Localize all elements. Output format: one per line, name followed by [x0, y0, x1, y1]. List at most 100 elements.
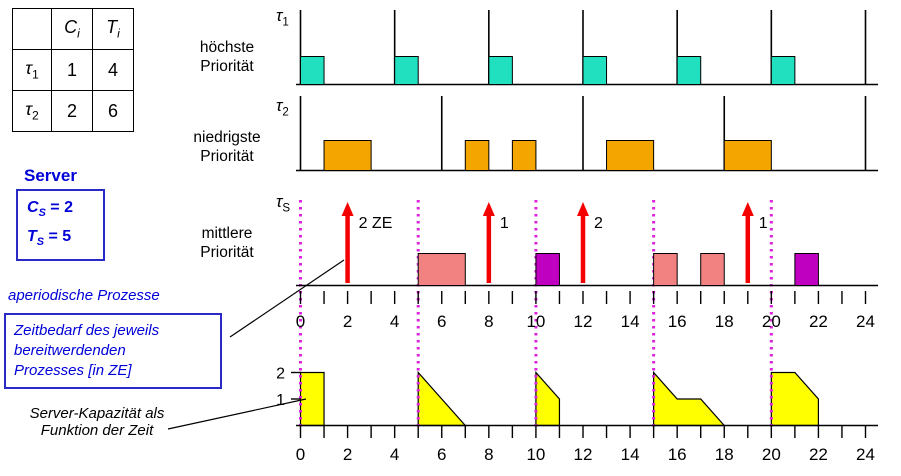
- exec-block-server: [794, 253, 819, 286]
- priority-server-line1: mittlere: [201, 225, 253, 242]
- upper-axis-label: 4: [390, 312, 399, 331]
- capacity-caption-line2: Funktion der Zeit: [40, 422, 154, 439]
- upper-axis-label: 18: [715, 312, 734, 331]
- exec-block-tau1: [770, 56, 796, 85]
- tau2-c-value: 2: [51, 90, 93, 132]
- aperiodic-processes-label: aperiodische Prozesse: [8, 287, 160, 304]
- exec-block-tau1: [300, 56, 325, 85]
- priority-label-server: mittlere Priorität: [186, 224, 268, 262]
- server-period-line: TS = 5: [27, 225, 103, 254]
- pointer-line-kapazitaet: [167, 398, 307, 430]
- lower-axis-label: 14: [621, 445, 640, 464]
- upper-axis-label: 14: [621, 312, 640, 331]
- lower-axis-label: 18: [715, 445, 734, 464]
- arrival-label: 2: [594, 215, 603, 232]
- tau-symbol: τ: [25, 58, 32, 79]
- row-label-tau2: τ2: [276, 96, 289, 118]
- tau-symbol: τ: [276, 192, 283, 211]
- arrival-label: 2 ZE: [359, 215, 393, 232]
- zeitbedarf-annotation-box: Zeitbedarf des jeweils bereitwerdenden P…: [4, 313, 222, 389]
- zeitbedarf-line2: bereitwerdenden: [14, 342, 126, 359]
- row-label-server: τS: [276, 192, 290, 214]
- zeitbedarf-line1: Zeitbedarf des jeweils: [14, 322, 160, 339]
- tau-symbol: τ: [276, 6, 283, 25]
- c-subscript: i: [77, 26, 80, 41]
- upper-axis-label: 24: [856, 312, 875, 331]
- tau1-c-value: 1: [51, 49, 93, 91]
- tau-subscript: 1: [282, 16, 289, 29]
- exec-block-tau1: [394, 56, 419, 85]
- priority-tau2-line2: Priorität: [200, 148, 254, 165]
- exec-block-tau1: [676, 56, 702, 85]
- arrival-label: 1: [759, 215, 768, 232]
- lower-axis-label: 16: [668, 445, 687, 464]
- cs-symbol: C: [27, 199, 39, 216]
- c-symbol: C: [64, 17, 78, 38]
- exec-block-tau1: [488, 56, 513, 85]
- lower-axis-label: 4: [390, 445, 399, 464]
- lower-axis-label: 6: [437, 445, 446, 464]
- exec-block-tau2: [323, 140, 372, 171]
- cs-value: = 2: [45, 199, 73, 216]
- lower-axis-label: 2: [343, 445, 352, 464]
- priority-label-tau2: niedrigste Priorität: [186, 128, 268, 166]
- zeitbedarf-line3: Prozesses [in ZE]: [14, 362, 132, 379]
- capacity-ylabel: 2: [276, 366, 285, 383]
- upper-axis-label: 10: [526, 312, 545, 331]
- exec-block-tau2: [723, 140, 772, 171]
- upper-axis-label: 8: [484, 312, 493, 331]
- table-row: τ1 1 4: [12, 49, 134, 91]
- tau-symbol: τ: [25, 99, 32, 120]
- capacity-shape: [770, 371, 820, 427]
- capacity-ylabel: 1: [276, 392, 285, 409]
- tau-subscript: S: [282, 202, 291, 215]
- lower-axis-label: 12: [574, 445, 593, 464]
- cs-subscript: S: [38, 207, 46, 220]
- capacity-shape: [417, 370, 467, 427]
- exec-block-tau2: [511, 140, 537, 171]
- capacity-shape: [535, 370, 561, 427]
- task-parameter-table: Ci Ti τ1 1 4 τ2 2 6: [12, 8, 134, 132]
- lower-axis-label: 24: [856, 445, 875, 464]
- arrival-arrow-head: [577, 202, 589, 216]
- t-subscript: i: [117, 26, 120, 41]
- lower-axis-label: 0: [296, 445, 305, 464]
- ts-value: = 5: [44, 228, 72, 246]
- priority-server-line2: Priorität: [200, 244, 254, 261]
- priority-tau1-line2: Priorität: [200, 58, 254, 75]
- tau-subscript: 1: [31, 67, 39, 82]
- exec-block-server: [653, 253, 678, 286]
- lower-axis-label: 10: [526, 445, 545, 464]
- table-row: τ2 2 6: [12, 90, 134, 132]
- t-symbol: T: [106, 17, 118, 38]
- arrival-arrow-head: [741, 202, 754, 216]
- tau-subscript: 2: [282, 106, 289, 119]
- tau2-t-value: 6: [92, 90, 134, 132]
- server-capacity-line: CS = 2: [27, 196, 103, 225]
- arrival-arrow-head: [341, 202, 354, 216]
- lower-axis-label: 22: [809, 445, 828, 464]
- priority-label-tau1: höchste Priorität: [186, 38, 268, 76]
- pointer-line-zeitbedarf: [229, 259, 345, 338]
- table-header-t: Ti: [92, 8, 134, 50]
- exec-block-server: [417, 253, 466, 286]
- row-label-tau1: τ1: [276, 6, 289, 28]
- lower-axis-label: 8: [484, 445, 493, 464]
- upper-axis-label: 6: [437, 312, 446, 331]
- exec-block-server: [535, 253, 560, 286]
- tau-symbol: τ: [276, 96, 283, 115]
- upper-axis-label: 20: [762, 312, 781, 331]
- arrival-label: 1: [500, 215, 509, 232]
- lower-axis-label: 20: [762, 445, 781, 464]
- upper-axis-label: 22: [809, 312, 828, 331]
- exec-block-tau1: [582, 56, 608, 85]
- ts-symbol: T: [27, 228, 37, 246]
- server-heading: Server: [24, 166, 77, 185]
- exec-block-tau2: [464, 140, 490, 171]
- ts-subscript: S: [36, 236, 45, 249]
- priority-tau1-line1: höchste: [199, 39, 255, 56]
- priority-tau2-line1: niedrigste: [193, 129, 261, 146]
- exec-block-server: [700, 253, 725, 286]
- upper-axis-label: 0: [296, 312, 305, 331]
